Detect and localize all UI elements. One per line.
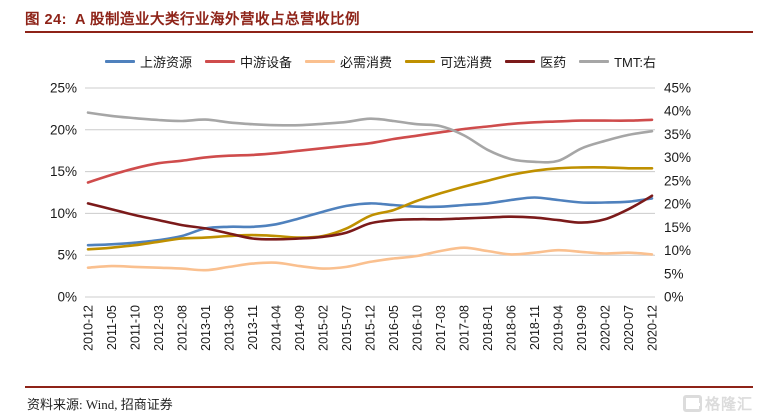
source-text: 资料来源: Wind, 招商证券 bbox=[27, 397, 173, 412]
right-axis-tick: 10% bbox=[664, 243, 691, 258]
left-axis-tick: 10% bbox=[50, 206, 77, 221]
legend-item-2: 必需消费 bbox=[305, 52, 392, 71]
legend-swatch-icon bbox=[105, 59, 136, 64]
x-axis-tick: 2014-09 bbox=[293, 305, 307, 351]
legend-swatch-icon bbox=[305, 59, 336, 64]
legend-swatch-icon bbox=[579, 59, 610, 64]
series-line-1 bbox=[86, 118, 654, 184]
figure-header: 图 24: A 股制造业大类行业海外营收占总营收比例 bbox=[25, 8, 751, 29]
x-axis-tick: 2017-08 bbox=[457, 305, 471, 351]
left-axis-tick: 5% bbox=[57, 248, 77, 263]
x-axis-tick: 2011-05 bbox=[105, 305, 119, 350]
left-axis-tick: 0% bbox=[57, 290, 77, 305]
x-axis-tick: 2019-04 bbox=[551, 305, 565, 351]
series-line-0 bbox=[86, 196, 654, 247]
logo-g-icon bbox=[682, 395, 702, 412]
legend-label: TMT:右 bbox=[614, 55, 656, 70]
gelonghui-logo: 格隆汇 bbox=[682, 393, 753, 414]
legend-label: 上游资源 bbox=[140, 55, 193, 70]
x-axis-tick: 2017-03 bbox=[434, 305, 448, 351]
series-line-2 bbox=[86, 246, 654, 272]
chart-legend: 上游资源 中游设备 必需消费 可选消费 医药 TMT:右 bbox=[0, 52, 761, 71]
x-axis-tick: 2015-12 bbox=[363, 305, 377, 351]
legend-item-5: TMT:右 bbox=[579, 52, 656, 71]
x-axis-tick: 2020-12 bbox=[645, 305, 659, 351]
x-axis-tick: 2014-04 bbox=[269, 305, 283, 351]
x-axis-tick: 2013-06 bbox=[222, 305, 236, 351]
x-axis-tick: 2016-10 bbox=[410, 305, 424, 351]
legend-label: 医药 bbox=[540, 55, 567, 70]
x-axis-tick: 2010-12 bbox=[81, 305, 95, 351]
x-axis-tick: 2018-06 bbox=[504, 305, 518, 351]
right-axis-tick: 25% bbox=[664, 173, 691, 188]
series-line-4 bbox=[86, 194, 654, 241]
x-axis-tick: 2019-09 bbox=[575, 305, 589, 351]
series-line-3 bbox=[86, 166, 654, 251]
right-axis-tick: 0% bbox=[664, 290, 684, 305]
x-axis-tick: 2011-10 bbox=[128, 305, 142, 350]
legend-item-3: 可选消费 bbox=[405, 52, 492, 71]
legend-item-4: 医药 bbox=[505, 52, 566, 71]
legend-label: 可选消费 bbox=[440, 55, 493, 70]
x-axis-tick: 2012-08 bbox=[175, 305, 189, 351]
legend-item-0: 上游资源 bbox=[105, 52, 192, 71]
x-axis-tick: 2013-11 bbox=[246, 305, 260, 350]
x-axis-tick: 2018-01 bbox=[481, 305, 495, 351]
x-axis-tick: 2015-02 bbox=[316, 305, 330, 351]
header-underline bbox=[25, 31, 753, 33]
x-axis-tick: 2015-07 bbox=[340, 305, 354, 351]
logo-text: 格隆汇 bbox=[704, 396, 753, 413]
right-axis-tick: 35% bbox=[664, 127, 691, 142]
x-axis-tick: 2018-11 bbox=[528, 305, 542, 350]
x-axis-tick: 2020-02 bbox=[598, 305, 612, 351]
left-axis-tick: 15% bbox=[50, 164, 77, 179]
right-axis-tick: 20% bbox=[664, 197, 691, 212]
legend-swatch-icon bbox=[205, 59, 236, 64]
legend-swatch-icon bbox=[505, 59, 536, 64]
figure-title: A 股制造业大类行业海外营收占总营收比例 bbox=[75, 12, 360, 28]
series-line-5 bbox=[86, 111, 654, 164]
legend-item-1: 中游设备 bbox=[205, 52, 292, 71]
legend-label: 必需消费 bbox=[340, 55, 393, 70]
right-axis-tick: 15% bbox=[664, 220, 691, 235]
x-axis-tick: 2016-05 bbox=[387, 305, 401, 351]
legend-label: 中游设备 bbox=[240, 55, 293, 70]
x-axis-tick: 2012-03 bbox=[152, 305, 166, 351]
right-axis-tick: 45% bbox=[664, 81, 691, 96]
figure-label: 图 24: bbox=[25, 12, 67, 28]
left-axis-tick: 25% bbox=[50, 81, 77, 96]
right-axis-tick: 40% bbox=[664, 104, 691, 119]
x-axis-tick: 2013-01 bbox=[199, 305, 213, 351]
line-chart: 0% 5% 10% 15% 20% 25% 0% 5% 10% 15% 20% 25% 30% 35% 40… bbox=[50, 81, 691, 351]
legend-swatch-icon bbox=[405, 59, 436, 64]
x-axis-tick: 2020-07 bbox=[622, 305, 636, 351]
right-axis-tick: 30% bbox=[664, 150, 691, 165]
left-axis-tick: 20% bbox=[50, 122, 77, 137]
footer-rule bbox=[25, 386, 753, 388]
right-axis-tick: 5% bbox=[664, 266, 684, 281]
